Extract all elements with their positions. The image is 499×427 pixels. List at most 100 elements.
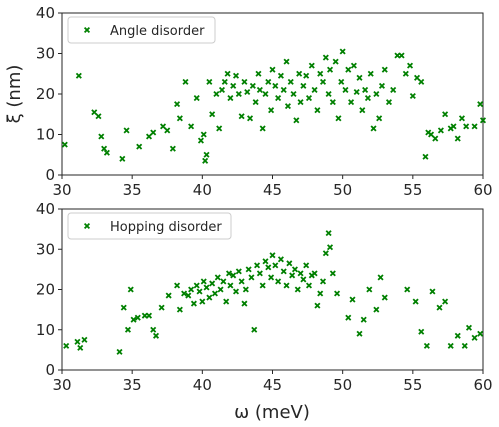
top-point-53 (284, 103, 291, 110)
bottom-point-50 (268, 274, 275, 281)
top-point-97 (414, 74, 421, 81)
top-point-99 (422, 153, 429, 160)
top-point-25 (209, 111, 216, 118)
bottom-point-49 (265, 264, 272, 271)
bottom-point-67 (314, 302, 321, 309)
top-point-94 (402, 70, 409, 77)
bottom-point-74 (334, 290, 341, 297)
bottom-point-90 (447, 342, 454, 349)
top-point-81 (359, 107, 366, 114)
top-point-17 (182, 78, 189, 85)
bottom-point-31 (217, 286, 224, 293)
bottom-point-85 (418, 328, 425, 335)
top-point-71 (332, 58, 339, 65)
top-point-30 (224, 70, 231, 77)
bottom-point-26 (203, 284, 210, 291)
bottom-point-36 (230, 272, 237, 279)
bottom-point-71 (325, 230, 332, 237)
top-point-86 (373, 90, 380, 98)
top-point-73 (338, 78, 345, 85)
bottom-point-37 (232, 288, 240, 295)
bottom-point-30 (214, 274, 221, 281)
bottom-y-tick-label-2: 20 (36, 281, 55, 299)
top-point-29 (221, 78, 228, 85)
bottom-point-27 (206, 294, 213, 301)
top-y-axis-label: ξ (nm) (4, 65, 25, 124)
top-point-80 (356, 74, 363, 81)
top-point-93 (398, 52, 405, 59)
top-point-40 (252, 99, 259, 106)
bottom-point-60 (294, 286, 301, 293)
bottom-point-55 (280, 268, 287, 275)
bottom-x-tick-label-1: 35 (123, 376, 142, 394)
top-point-109 (463, 123, 470, 130)
top-point-88 (378, 82, 385, 89)
bottom-point-32 (220, 278, 227, 285)
bottom-x-tick-label-0: 30 (52, 376, 71, 394)
bottom-point-3 (81, 336, 88, 343)
top-point-48 (272, 82, 279, 89)
top-point-23 (203, 151, 210, 158)
top-point-6 (103, 149, 110, 156)
top-point-18 (188, 123, 195, 130)
bottom-y-tick-label-0: 0 (45, 361, 55, 379)
bottom-point-72 (327, 244, 334, 251)
bottom-point-18 (181, 290, 188, 297)
top-y-tick-label-4: 40 (36, 4, 55, 22)
top-point-106 (450, 123, 457, 130)
bottom-point-41 (242, 286, 249, 293)
top-point-39 (249, 82, 256, 89)
top-y-tick-label-2: 20 (36, 85, 55, 103)
top-point-0 (61, 141, 68, 148)
bottom-point-58 (289, 272, 296, 279)
top-point-28 (218, 86, 226, 93)
top-point-87 (376, 115, 383, 122)
bottom-point-80 (373, 306, 380, 313)
top-legend: Angle disorder (67, 16, 216, 44)
bottom-point-12 (150, 326, 157, 333)
bottom-point-84 (412, 298, 419, 305)
bottom-point-75 (345, 314, 352, 321)
bottom-point-70 (322, 250, 329, 257)
top-point-63 (311, 86, 318, 93)
top-point-60 (303, 72, 310, 79)
bottom-point-40 (241, 300, 248, 307)
bottom-point-39 (238, 278, 245, 285)
top-point-61 (305, 95, 313, 102)
bottom-point-20 (188, 286, 195, 293)
top-point-66 (319, 78, 327, 85)
top-point-90 (385, 99, 393, 106)
bottom-point-1 (74, 338, 81, 345)
top-y-tick-label-1: 10 (36, 126, 55, 144)
bottom-point-54 (277, 256, 284, 263)
top-point-68 (325, 90, 332, 98)
top-point-43 (259, 125, 266, 132)
top-point-46 (268, 107, 275, 114)
top-point-24 (206, 78, 213, 85)
bottom-point-25 (200, 278, 207, 285)
top-point-91 (390, 86, 397, 93)
bottom-x-tick-labels: 30 35 40 45 50 55 60 (52, 370, 493, 394)
top-point-36 (241, 78, 248, 85)
bottom-x-tick-label-3: 45 (263, 376, 282, 394)
bottom-point-7 (127, 286, 134, 293)
top-point-32 (230, 82, 237, 89)
top-point-50 (277, 72, 284, 79)
bottom-x-tick-label-2: 40 (193, 376, 212, 394)
top-point-9 (136, 143, 143, 150)
bottom-point-44 (251, 326, 258, 333)
top-point-34 (235, 90, 242, 98)
top-point-103 (437, 127, 444, 134)
top-legend-box (67, 16, 216, 44)
bottom-point-35 (227, 282, 234, 289)
top-point-56 (293, 117, 300, 124)
bottom-point-15 (165, 292, 172, 299)
top-point-54 (287, 78, 294, 85)
top-point-8 (123, 127, 130, 134)
bottom-point-8 (130, 316, 137, 323)
top-point-89 (381, 66, 388, 73)
top-point-110 (471, 123, 478, 130)
top-point-13 (164, 127, 171, 134)
bottom-point-53 (275, 278, 282, 285)
bottom-point-51 (269, 252, 276, 259)
